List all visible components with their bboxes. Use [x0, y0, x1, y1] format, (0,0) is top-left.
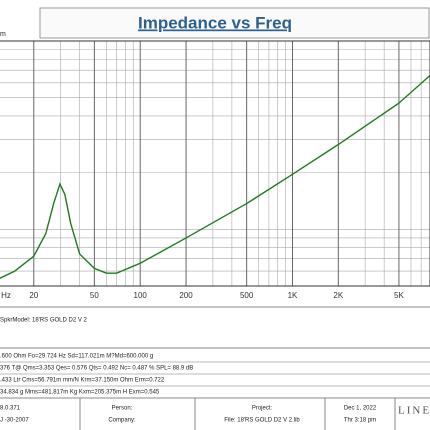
chart-title: Impedance vs Freq: [138, 13, 292, 32]
x-tick-label: 2K: [333, 291, 343, 300]
version-date: J -30-2007: [0, 418, 29, 424]
x-tick-label: 500: [240, 291, 254, 300]
param: 376 T@ Qms=3.353 Qes= 0.576 Qts= 0.492 N…: [0, 366, 193, 372]
param: .600 Ohm Fo=29.724 Hz Sd=117.021m M?Md=6…: [0, 354, 153, 360]
x-tick-label: 100: [134, 291, 148, 300]
version: 8.0.371: [0, 406, 21, 412]
unit-label: m: [0, 31, 6, 38]
model: SpkrModel: 18'RS GOLD D2 V 2: [0, 318, 88, 324]
project: Project:: [252, 406, 273, 412]
person: Person:: [112, 406, 133, 412]
param: 34.834 g Mms=481.817m Kg Kxm=205.375m H …: [0, 390, 160, 396]
x-tick-label: 1K: [288, 291, 298, 300]
impedance-line: [0, 74, 430, 279]
file: File: 18'RS GOLD D2 V 2.lib: [224, 418, 300, 424]
date: Dec 1, 2022: [344, 406, 377, 412]
x-tick-label: 5K: [394, 291, 404, 300]
x-tick-label: 50: [90, 291, 99, 300]
time: Thr 3:18 pm: [344, 418, 376, 424]
x-tick-label: 200: [179, 291, 193, 300]
x-tick-label: 20: [29, 291, 38, 300]
param: .433 Ltr Cms=56.791m mm/N Krm=37.150m Oh…: [0, 378, 165, 384]
x-tick-label: Hz: [1, 291, 11, 300]
plot-area: [0, 40, 430, 287]
company: Company:: [108, 418, 136, 424]
title-box: [39, 7, 430, 39]
logo: LINE: [398, 405, 430, 417]
plot-frame: [0, 40, 430, 287]
